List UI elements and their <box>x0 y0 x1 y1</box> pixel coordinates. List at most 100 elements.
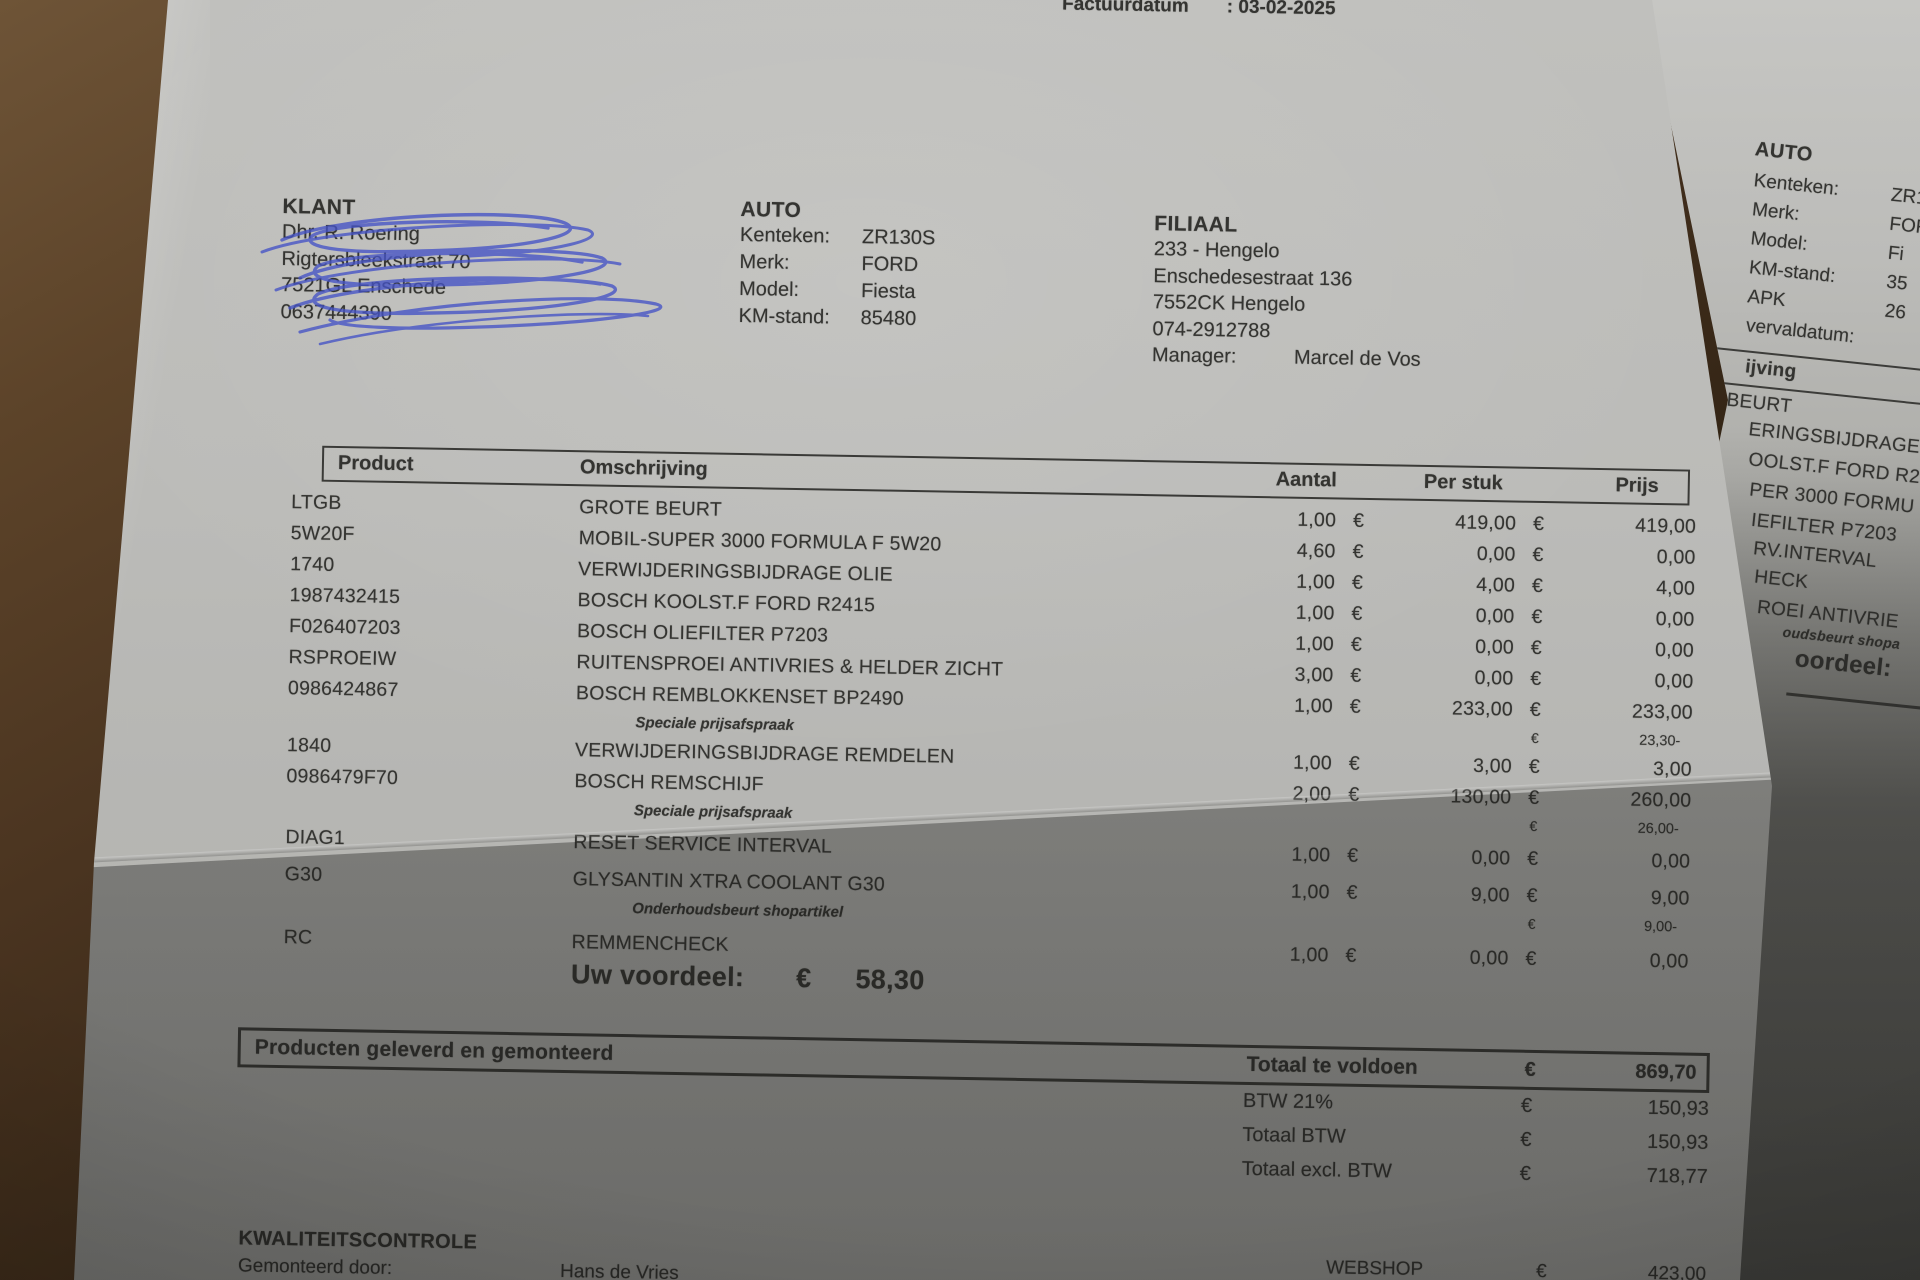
product-description: GROTE BEURT <box>579 496 723 521</box>
vehicle-row-value: Fiesta <box>860 280 916 304</box>
euro-sign: € <box>1346 881 1358 904</box>
euro-sign: € <box>1350 633 1363 656</box>
header-per-stuk: Per stuk <box>1423 470 1503 495</box>
quantity: 1,00 <box>1289 943 1329 967</box>
euro-sign: € <box>1530 667 1542 691</box>
table-cell <box>1374 926 1509 928</box>
product-code: DIAG1 <box>285 826 346 850</box>
invoice-date-value: : 03-02-2025 <box>1226 0 1336 20</box>
vat-label: Totaal BTW <box>1242 1123 1346 1148</box>
second-page-fragment: oordeel: <box>1793 645 1893 683</box>
vat-row: Totaal excl. BTW €718,77 <box>1241 1158 1708 1200</box>
vehicle-block: AUTO Kenteken: ZR130S Merk: FORD Model: Fiest… <box>738 198 936 333</box>
table-cell <box>284 907 572 912</box>
second-page-fragment: HECK <box>1753 566 1810 593</box>
line-price: 3,00 <box>1652 757 1693 781</box>
vat-label: Totaal excl. BTW <box>1241 1157 1393 1183</box>
product-code: F026407203 <box>288 615 401 640</box>
euro-sign: € <box>1525 947 1537 970</box>
vat-value: 150,93 <box>1646 1130 1709 1154</box>
customer-title: KLANT <box>282 194 356 220</box>
unit-price: 0,00 <box>1475 604 1515 628</box>
manager-value: Marcel de Vos <box>1293 346 1421 371</box>
table-cell <box>1332 739 1377 740</box>
euro-sign: € <box>1352 509 1365 532</box>
euro-sign: € <box>1531 574 1544 598</box>
totals-value: 869,70 <box>1635 1060 1697 1084</box>
vehicle-row: Model: Fiesta <box>739 276 935 306</box>
vat-value: 718,77 <box>1646 1164 1708 1188</box>
quality-control-block: Gemonteerd door: Hans de Vries <box>238 1255 679 1280</box>
manager-label: Manager: <box>1151 344 1237 368</box>
vehicle-row-value: 85480 <box>860 307 917 331</box>
discount-value: 26,00- <box>1637 820 1679 838</box>
unit-price: 130,00 <box>1450 785 1512 809</box>
vehicle-row-label: KM-stand: <box>738 304 830 329</box>
customer-phone: 0637444390 <box>280 300 393 325</box>
vehicle-row: Merk: FORD <box>739 249 935 279</box>
vehicle-row-value: FORD <box>861 253 919 277</box>
euro-sign: € <box>1348 752 1361 775</box>
vehicle-title: AUTO <box>740 197 802 223</box>
branch-block: FILIAAL 233 - Hengelo Enschedesestraat 1… <box>1152 212 1423 373</box>
vehicle-row-label: Kenteken: <box>739 223 831 248</box>
line-price: 0,00 <box>1654 638 1695 662</box>
webshop-line: WEBSHOP € 423,00 <box>1326 1257 1706 1280</box>
quantity: 1,00 <box>1293 694 1334 718</box>
vat-value: 150,93 <box>1647 1096 1710 1120</box>
customer-block: KLANT Dhr. R. Roering Rigtersbleekstraat… <box>280 195 471 328</box>
discount-value: 9,00- <box>1643 918 1678 936</box>
advantage-currency: € <box>795 963 812 994</box>
webshop-currency: € <box>1535 1261 1547 1280</box>
totals-currency: € <box>1524 1058 1536 1081</box>
table-cell <box>1377 740 1512 742</box>
euro-sign: € <box>1520 1128 1532 1151</box>
euro-sign: € <box>1528 786 1540 809</box>
customer-name: Dhr. R. Roering <box>281 220 421 246</box>
table-cell <box>1241 826 1331 828</box>
product-code: RC <box>283 926 313 949</box>
euro-sign: € <box>1351 571 1364 594</box>
table-rows: LTGB GROTE BEURT 1,00 €419,00 €419,00 5W20F MO… <box>283 491 1696 981</box>
vat-label: BTW 21% <box>1242 1089 1334 1114</box>
header-omschrijving: Omschrijving <box>579 456 708 481</box>
euro-sign: € <box>1532 512 1545 536</box>
unit-price: 419,00 <box>1455 511 1517 535</box>
euro-sign: € <box>1530 636 1543 660</box>
second-page-row-label: vervaldatum: <box>1744 315 1856 348</box>
line-price: 419,00 <box>1635 514 1697 538</box>
branch-number: 233 - Hengelo <box>1153 238 1280 263</box>
quantity: 2,00 <box>1292 782 1332 806</box>
quantity: 1,00 <box>1296 570 1336 594</box>
euro-sign: € <box>1529 698 1542 721</box>
unit-price: 0,00 <box>1471 846 1511 870</box>
second-page-fragment: ijving <box>1744 356 1798 383</box>
table-cell <box>1331 827 1376 828</box>
product-code: 0986479F70 <box>286 765 399 790</box>
second-page-voordeel-line <box>1786 692 1920 721</box>
euro-sign: € <box>1528 755 1541 778</box>
table-cell <box>1242 738 1332 740</box>
header-product: Product <box>337 451 414 476</box>
vehicle-row-label: Model: <box>738 277 800 301</box>
second-page-fragment: BEURT <box>1725 389 1793 418</box>
line-price: 9,00 <box>1650 886 1690 910</box>
monteur-value: Hans de Vries <box>559 1260 679 1280</box>
product-code: 1740 <box>290 553 335 576</box>
second-page-row-value: FOR <box>1888 213 1920 239</box>
euro-sign: € <box>1529 817 1538 834</box>
webshop-value: 423,00 <box>1647 1262 1707 1280</box>
unit-price: 3,00 <box>1472 754 1513 778</box>
line-price: 4,00 <box>1656 576 1696 600</box>
unit-price: 0,00 <box>1474 635 1515 659</box>
customer-street: Rigtersbleekstraat 70 <box>281 247 471 273</box>
quantity: 1,00 <box>1290 880 1330 904</box>
euro-sign: € <box>1347 844 1359 867</box>
header-prijs: Prijs <box>1615 474 1659 498</box>
vehicle-row-value: ZR130S <box>861 226 936 250</box>
euro-sign: € <box>1520 1094 1533 1117</box>
quantity: 1,00 <box>1292 751 1333 775</box>
unit-price: 233,00 <box>1451 697 1514 721</box>
line-price: 0,00 <box>1654 669 1694 693</box>
